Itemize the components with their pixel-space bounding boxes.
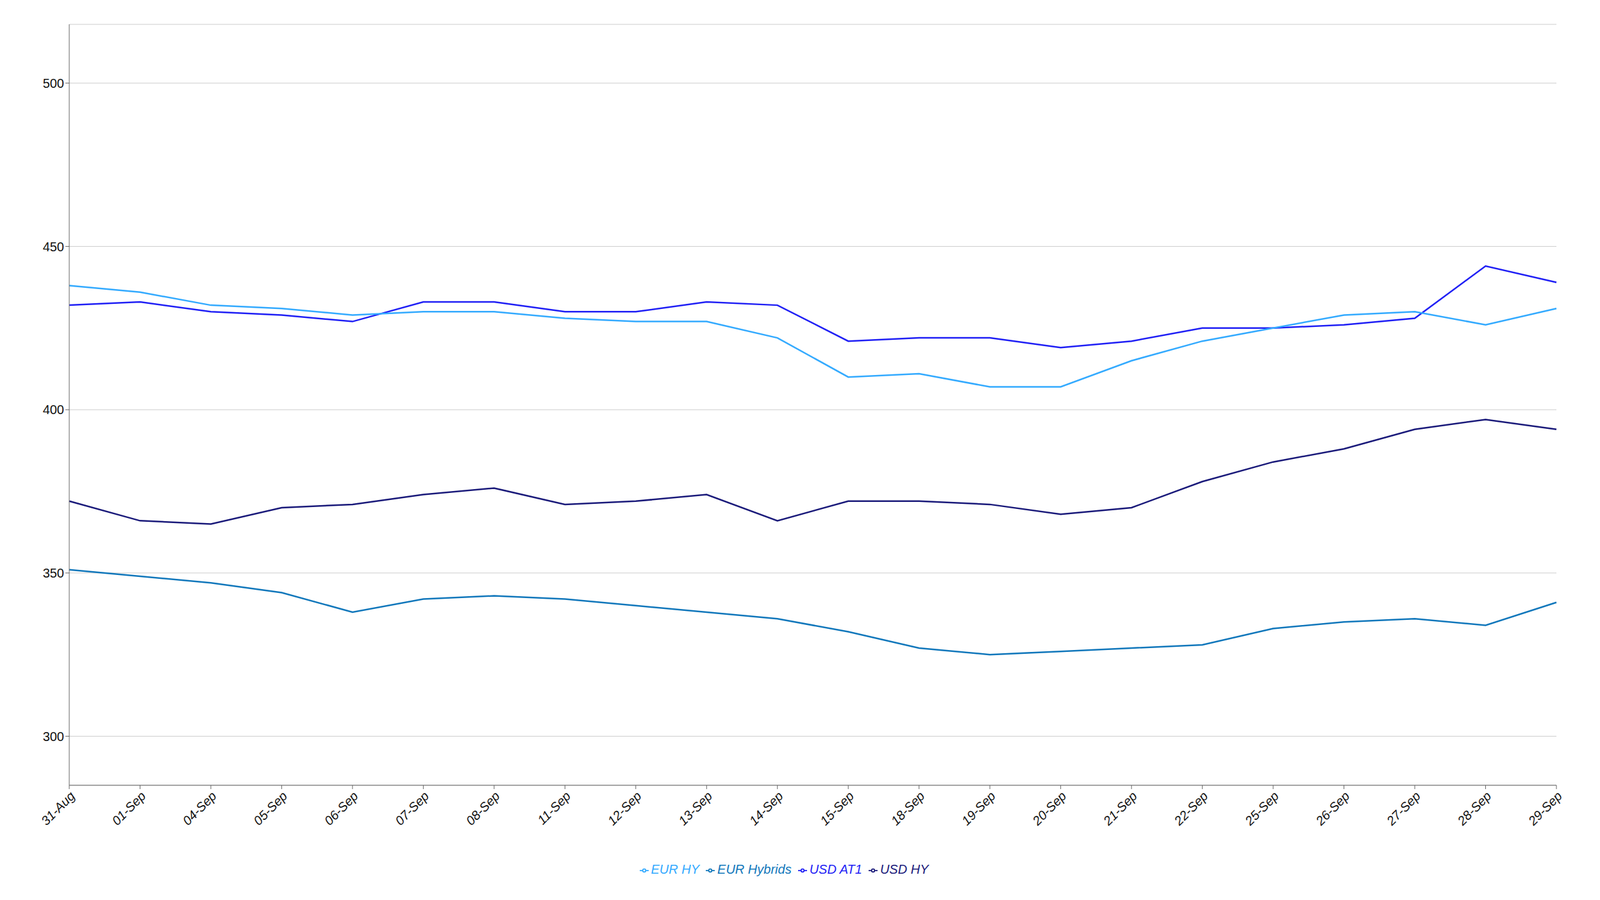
svg-text:29-Sep: 29-Sep — [1525, 788, 1565, 829]
html-text:USD AT1: USD AT1 — [809, 862, 863, 877]
svg-text:22-Sep: 22-Sep — [1171, 788, 1211, 829]
svg-text:400: 400 — [42, 402, 65, 417]
svg-text:26-Sep: 26-Sep — [1312, 788, 1353, 829]
svg-text:06-Sep: 06-Sep — [321, 788, 361, 828]
svg-text:01-Sep: 01-Sep — [108, 788, 149, 828]
svg-text:21-Sep: 21-Sep — [1100, 788, 1140, 829]
html-text:EUR HY: EUR HY — [650, 862, 700, 877]
svg-text:04-Sep: 04-Sep — [180, 788, 220, 828]
html-text:USD HY: USD HY — [880, 862, 929, 877]
svg-text:05-Sep: 05-Sep — [250, 788, 290, 828]
svg-text:11-Sep: 11-Sep — [534, 788, 574, 827]
svg-text:25-Sep: 25-Sep — [1241, 788, 1282, 829]
svg-text:14-Sep: 14-Sep — [746, 788, 786, 828]
html-text:EUR Hybrids: EUR Hybrids — [717, 862, 792, 877]
svg-text:28-Sep: 28-Sep — [1454, 788, 1495, 829]
svg-text:450: 450 — [42, 239, 65, 254]
svg-text:20-Sep: 20-Sep — [1029, 788, 1070, 829]
svg-text:300: 300 — [42, 729, 65, 744]
svg-text:13-Sep: 13-Sep — [675, 788, 715, 828]
svg-text:500: 500 — [42, 76, 65, 91]
svg-text:31-Aug: 31-Aug — [38, 788, 78, 828]
svg-text:27-Sep: 27-Sep — [1383, 788, 1424, 829]
svg-text:07-Sep: 07-Sep — [392, 788, 432, 828]
svg-text:18-Sep: 18-Sep — [887, 788, 927, 828]
svg-text:08-Sep: 08-Sep — [463, 788, 503, 828]
svg-text:15-Sep: 15-Sep — [817, 788, 857, 828]
svg-text:12-Sep: 12-Sep — [605, 788, 645, 828]
svg-text:19-Sep: 19-Sep — [958, 788, 999, 828]
svg-text:350: 350 — [42, 566, 65, 581]
